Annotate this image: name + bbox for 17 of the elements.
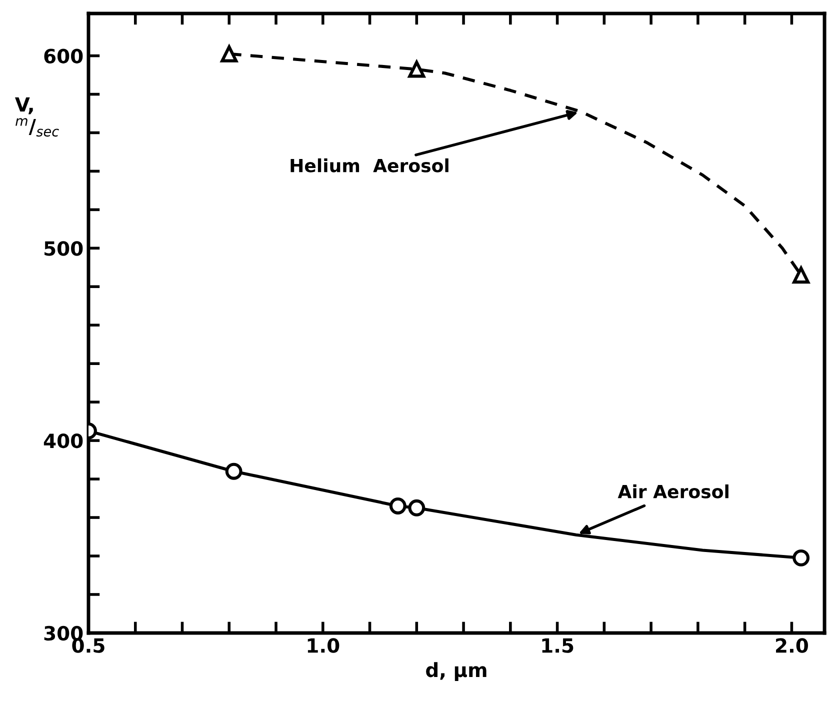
x-axis-title: d, µm: [426, 662, 486, 682]
point: [220, 45, 238, 62]
annotation: Air Aerosol: [618, 484, 728, 498]
x-tick-label: 1.0: [308, 638, 340, 653]
annotation: Helium Aerosol: [290, 158, 448, 172]
point: [792, 266, 810, 284]
y-axis-title: V, $^{m}$/$_{sec}$: [14, 97, 59, 137]
y-tick-label: 400: [44, 434, 83, 448]
point: [389, 498, 406, 514]
point: [225, 462, 242, 480]
x-tick-label: 1.5: [542, 638, 574, 653]
point: [792, 549, 810, 566]
point: [408, 499, 426, 516]
y-tick-label: 500: [44, 241, 83, 256]
point: [408, 60, 426, 78]
x-tick-label: 2.0: [776, 638, 808, 653]
y-tick-label: 600: [44, 48, 83, 64]
